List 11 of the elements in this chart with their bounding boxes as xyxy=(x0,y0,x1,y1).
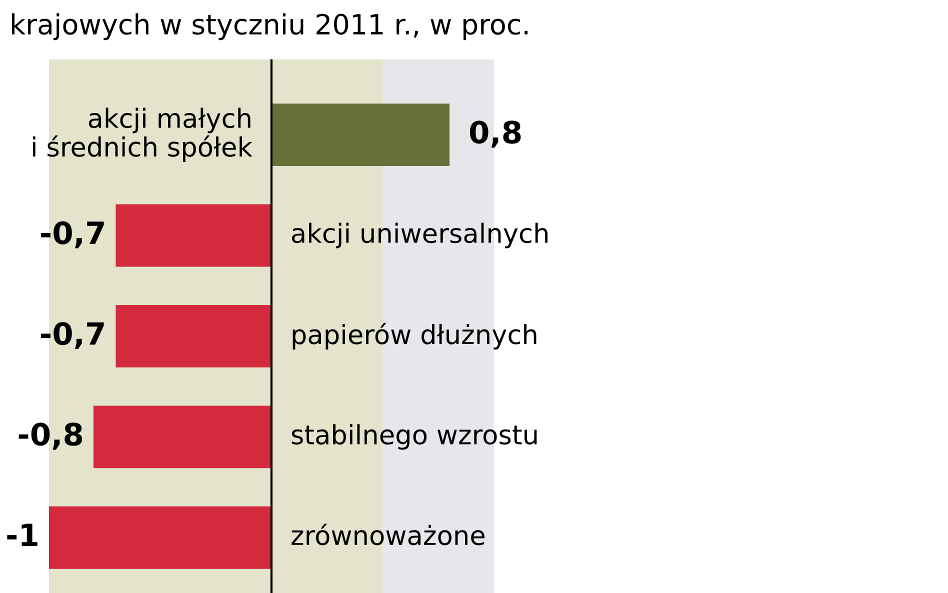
y-tick-label: stabilnego wzrostu xyxy=(292,424,537,450)
data-label: 0,8 xyxy=(470,120,521,148)
data-label: -1 xyxy=(7,524,38,546)
y-tick-label: akcji uniwersalnych xyxy=(292,222,548,248)
chart-title: krajowych w styczniu 2011 r., w proc. xyxy=(12,13,528,40)
y-tick-label: akcji małych i średnich spółek xyxy=(32,108,252,162)
data-label: -0,7 xyxy=(41,221,104,248)
data-label: -0,7 xyxy=(41,322,104,349)
y-tick-label: papierów dłużnych xyxy=(292,322,536,350)
data-label: -0,8 xyxy=(18,422,82,450)
y-tick-label: zrównoważone xyxy=(292,524,484,546)
